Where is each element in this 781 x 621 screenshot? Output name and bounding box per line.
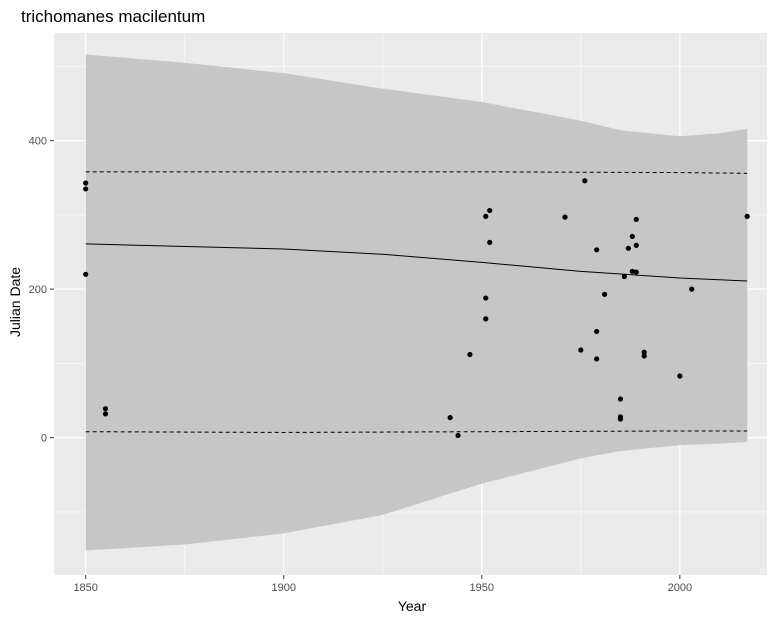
confidence-band [85,54,748,551]
data-point [487,239,493,245]
data-point [641,349,647,355]
lower-quantile-line [85,430,748,433]
data-point [483,316,489,322]
fit-line [85,243,748,282]
data-point [83,271,89,277]
data-point [617,416,624,422]
x-axis-ticks: 1850 1900 1950 2000 [73,575,692,594]
data-point [677,373,683,379]
data-point [633,216,639,222]
data-point [83,186,89,192]
x-tick-label: 1950 [470,582,494,594]
y-tick-label: 200 [29,284,47,296]
data-point [633,242,639,248]
upper-quantile-line [85,171,748,174]
data-point [83,180,89,186]
data-point [601,291,608,297]
x-tick-label: 1900 [272,582,296,594]
x-axis-title: Year [398,598,427,614]
data-point [744,213,750,219]
data-point [621,273,628,280]
chart-title: trichomanes macilentum [21,7,205,26]
data-point [594,356,600,362]
data-point [487,207,493,214]
y-axis-title: Julian Date [7,267,23,337]
data-points [83,178,750,439]
data-point [483,213,489,219]
data-point [467,351,473,358]
data-point [582,178,588,184]
data-point [617,396,624,402]
data-point [102,411,109,417]
data-point [447,414,453,421]
data-point [625,245,631,251]
data-point [594,328,600,335]
data-point [689,286,695,292]
data-point [562,214,568,220]
y-tick-label: 400 [29,136,47,148]
y-axis-ticks: 0 200 400 [29,136,54,445]
x-tick-label: 2000 [668,582,692,594]
data-point [594,247,600,253]
x-tick-label: 1850 [73,582,97,594]
data-point [578,347,584,353]
data-point [633,269,639,275]
data-point [641,353,647,359]
data-point [629,268,635,274]
data-point [483,295,489,301]
data-point [102,406,109,412]
data-point [455,432,461,439]
y-tick-label: 0 [41,433,47,445]
data-point [629,233,635,240]
